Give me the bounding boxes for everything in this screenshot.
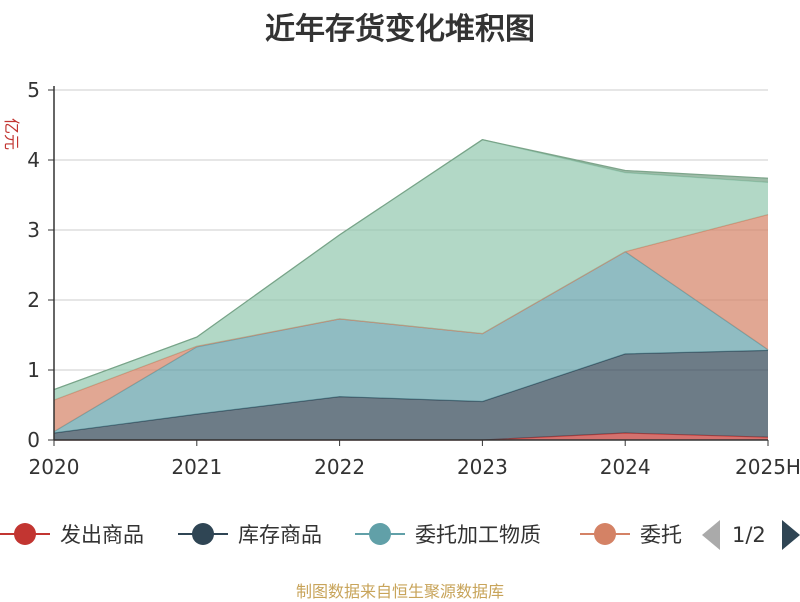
legend: 发出商品 库存商品 委托加工物质 委托 1/2 (0, 520, 800, 550)
legend-marker-icon (594, 523, 616, 545)
y-tick-label: 1 (27, 358, 40, 382)
x-tick-label: 2023 (457, 455, 508, 479)
legend-item[interactable]: 发出商品 (0, 523, 144, 547)
area-series-2 (54, 251, 768, 433)
legend-marker-icon (192, 523, 214, 545)
area-series-group (53, 139, 769, 441)
legend-label: 库存商品 (238, 523, 322, 547)
legend-item[interactable]: 委托加工物质 (355, 523, 541, 547)
legend-label: 委托 (640, 523, 682, 547)
legend-marker-icon (14, 523, 36, 545)
y-tick-label: 5 (27, 78, 40, 102)
area-line-5 (53, 139, 769, 391)
y-tick-label: 4 (27, 148, 40, 172)
legend-label: 委托加工物质 (415, 523, 541, 547)
x-tick-label: 2022 (314, 455, 365, 479)
y-tick-label: 3 (27, 218, 40, 242)
x-tick-label: 2025H (735, 455, 800, 479)
data-source-note: 制图数据来自恒生聚源数据库 (295, 582, 504, 601)
chart-title: 近年存货变化堆积图 (265, 12, 535, 47)
y-tick-labels: 0 1 2 3 4 5 (27, 78, 54, 452)
y-tick-label: 0 (27, 428, 40, 452)
x-tick-label: 2021 (171, 455, 222, 479)
legend-item[interactable]: 库存商品 (178, 523, 322, 547)
legend-item[interactable]: 委托 (580, 523, 682, 547)
axes (53, 86, 768, 441)
y-axis-unit-label: 亿元 (2, 118, 21, 150)
x-tick-label: 2024 (600, 455, 651, 479)
legend-prev-page-icon[interactable] (702, 520, 720, 550)
legend-next-page-icon[interactable] (782, 520, 800, 550)
legend-page-indicator: 1/2 (732, 523, 766, 547)
x-tick-label: 2020 (29, 455, 80, 479)
area-series-4 (54, 139, 768, 401)
area-series-1 (54, 350, 768, 440)
x-tick-labels: 2020 2021 2022 2023 2024 2025H (29, 440, 800, 479)
legend-marker-icon (369, 523, 391, 545)
area-series-3 (54, 214, 768, 432)
y-tick-label: 2 (27, 288, 40, 312)
legend-label: 发出商品 (60, 523, 144, 547)
